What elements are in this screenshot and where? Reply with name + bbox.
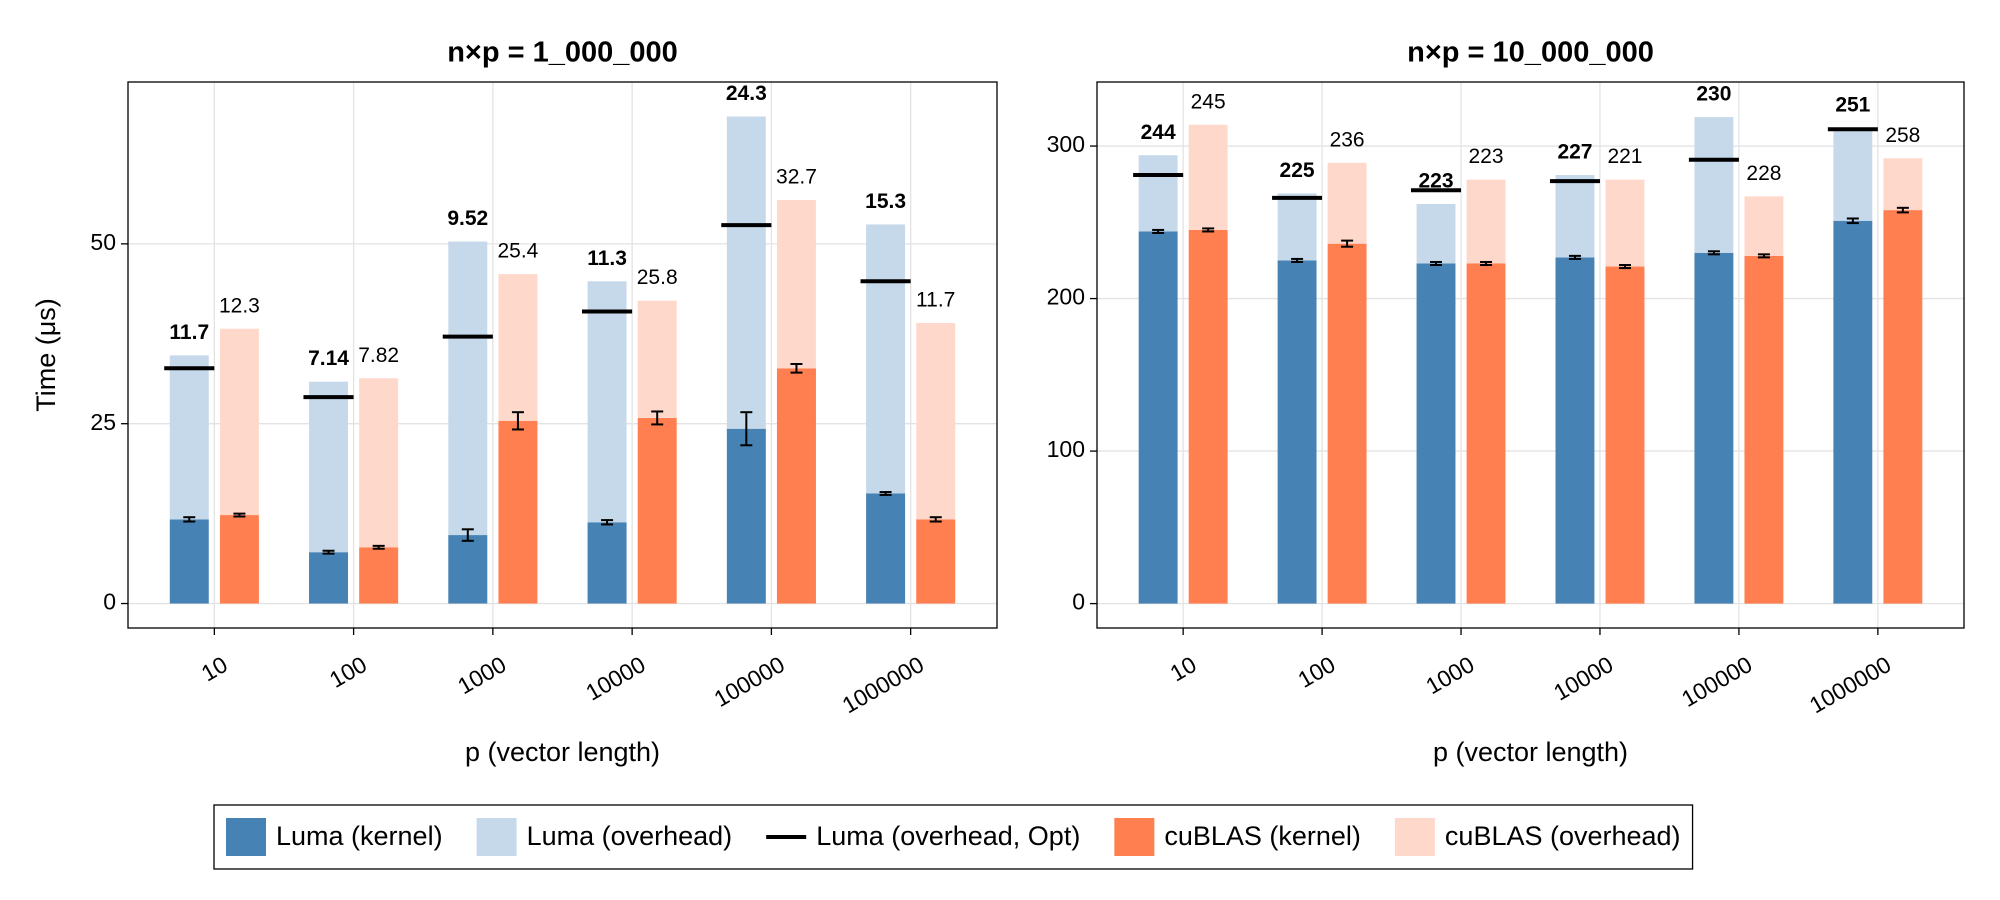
legend-label: Luma (overhead): [527, 821, 733, 851]
overhead-bar: [169, 355, 209, 520]
kernel-bar: [448, 535, 488, 604]
kernel-bar: [1694, 252, 1734, 604]
plot-frame: [127, 81, 998, 629]
overhead-bar: [1833, 127, 1873, 221]
value-label: 236: [1330, 128, 1365, 151]
overhead-bar: [1883, 158, 1923, 211]
kernel-bar: [776, 368, 816, 604]
overhead-bar: [1138, 155, 1178, 232]
overhead-bar: [637, 300, 677, 418]
y-tick-label: 200: [1047, 284, 1085, 310]
overhead-bar: [448, 241, 488, 536]
legend-swatch: [226, 818, 266, 856]
value-label: 228: [1746, 162, 1781, 185]
value-label: 11.7: [169, 321, 209, 344]
value-label: 25.4: [497, 240, 538, 263]
legend-label: cuBLAS (overhead): [1445, 821, 1681, 851]
overhead-bar: [309, 381, 349, 553]
legend-swatch: [1114, 818, 1155, 856]
value-label: 251: [1835, 93, 1870, 116]
legend-swatch: [476, 818, 517, 856]
value-label: 25.8: [637, 266, 678, 289]
kernel-bar: [1277, 260, 1317, 604]
overhead-bar: [219, 328, 259, 516]
overhead-bar: [1277, 193, 1317, 261]
legend-label: cuBLAS (kernel): [1164, 821, 1361, 851]
kernel-bar: [637, 417, 677, 604]
kernel-bar: [587, 522, 627, 604]
kernel-bar: [1416, 263, 1456, 604]
x-axis-label: p (vector length): [1433, 737, 1628, 767]
y-tick-label: 25: [90, 409, 116, 435]
value-label: 230: [1696, 83, 1731, 106]
value-label: 9.52: [447, 207, 488, 230]
value-label: 223: [1469, 145, 1504, 168]
y-tick-label: 0: [1072, 589, 1085, 615]
legend-box: [213, 804, 1694, 870]
kernel-bar: [726, 428, 766, 604]
overhead-bar: [1188, 124, 1228, 230]
kernel-bar: [1555, 257, 1595, 604]
legend-label: Luma (overhead, Opt): [816, 821, 1080, 851]
value-label: 245: [1191, 90, 1226, 113]
overhead-bar: [1327, 162, 1367, 244]
overhead-bar: [866, 224, 906, 494]
kernel-bar: [169, 519, 209, 604]
value-label: 258: [1885, 124, 1920, 147]
overhead-bar: [726, 116, 766, 429]
kernel-bar: [916, 519, 956, 604]
value-label: 11.7: [916, 289, 955, 312]
overhead-bar: [1605, 179, 1645, 267]
kernel-bar: [309, 552, 349, 604]
y-tick-label: 0: [103, 589, 116, 615]
kernel-bar: [1833, 220, 1873, 604]
overhead-bar: [1555, 175, 1595, 258]
kernel-bar: [1188, 229, 1228, 604]
overhead-bar: [1466, 179, 1506, 264]
kernel-bar: [1883, 210, 1923, 604]
kernel-bar: [359, 547, 399, 604]
overhead-bar: [498, 274, 538, 421]
x-axis-label: p (vector length): [465, 737, 660, 767]
value-label: 225: [1280, 159, 1315, 182]
value-label: 12.3: [219, 294, 260, 317]
value-label: 32.7: [776, 166, 817, 189]
kernel-bar: [498, 420, 538, 604]
kernel-bar: [1744, 255, 1784, 604]
kernel-bar: [1138, 231, 1178, 604]
overhead-bar: [1744, 196, 1784, 256]
y-tick-label: 100: [1047, 436, 1085, 462]
kernel-bar: [219, 515, 259, 604]
overhead-bar: [916, 322, 956, 520]
value-label: 221: [1607, 145, 1642, 168]
value-label: 244: [1141, 121, 1176, 144]
kernel-bar: [1605, 266, 1645, 604]
value-label: 7.14: [308, 347, 349, 370]
value-label: 223: [1418, 170, 1453, 193]
overhead-bar: [776, 199, 816, 369]
plot-frame: [1096, 81, 1965, 629]
value-label: 15.3: [865, 190, 906, 213]
kernel-bar: [1327, 243, 1367, 604]
value-label: 227: [1557, 141, 1592, 164]
value-label: 24.3: [726, 82, 767, 105]
overhead-bar: [587, 281, 627, 523]
legend-swatch: [1394, 818, 1435, 856]
kernel-bar: [866, 493, 906, 604]
overhead-bar: [1694, 117, 1734, 253]
y-tick-label: 300: [1047, 131, 1085, 157]
value-label: 11.3: [587, 247, 627, 270]
y-tick-label: 50: [90, 229, 116, 255]
overhead-bar: [1416, 204, 1456, 264]
kernel-bar: [1466, 263, 1506, 604]
y-axis-label: Time (μs): [31, 298, 61, 412]
overhead-bar: [359, 378, 399, 548]
legend-label: Luma (kernel): [276, 821, 443, 851]
chart-title: n×p = 10_000_000: [1407, 37, 1654, 69]
value-label: 7.82: [358, 344, 399, 367]
chart-title: n×p = 1_000_000: [447, 37, 678, 69]
